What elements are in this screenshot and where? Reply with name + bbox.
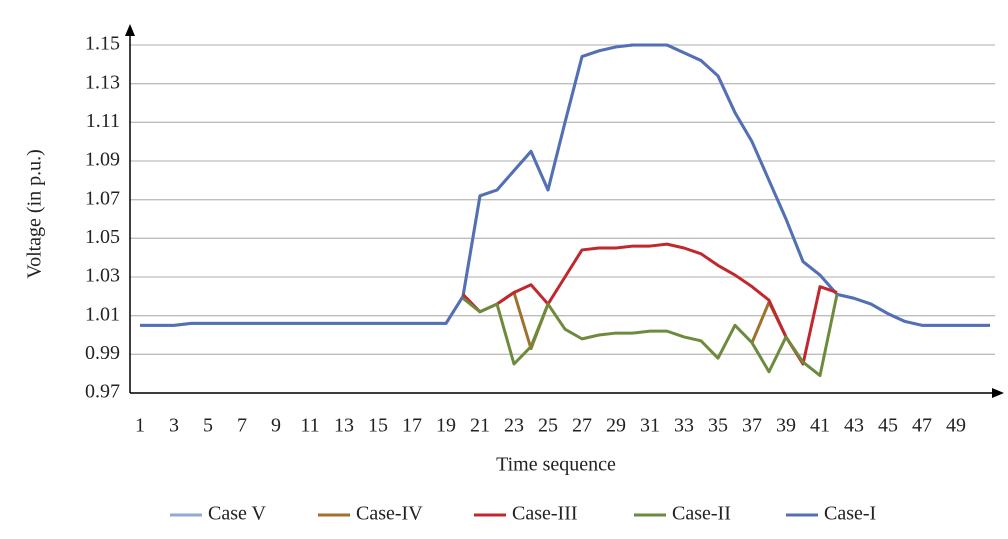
series-line: [140, 43, 990, 327]
y-tick-label: 1.09: [85, 149, 120, 171]
y-tick-label: 1.05: [85, 226, 120, 248]
y-tick-label: 0.97: [85, 381, 120, 403]
y-axis-label: Voltage (in p.u.): [24, 149, 46, 279]
legend-label: Case-I: [824, 503, 876, 525]
x-axis-arrow: [992, 388, 1004, 398]
legend-label: Case V: [208, 503, 267, 525]
x-tick-label: 9: [271, 415, 281, 437]
x-tick-label: 21: [470, 415, 490, 437]
x-tick-label: 41: [810, 415, 830, 437]
series-line: [462, 294, 839, 378]
x-tick-label: 45: [878, 415, 898, 437]
x-tick-label: 35: [708, 415, 728, 437]
x-tick-label: 15: [368, 415, 388, 437]
y-tick-label: 1.01: [85, 303, 120, 325]
y-tick-label: 1.03: [85, 265, 120, 287]
plot: 0.97 0.99 1.01 1.03 1.05 1.07 1.09 1.11 1.13 1.15…: [85, 24, 1004, 437]
x-axis-label: Time sequence: [496, 454, 616, 476]
legend-label: Case-III: [512, 503, 578, 525]
x-tick-label: 5: [203, 415, 213, 437]
legend-label: Case-II: [672, 503, 731, 525]
series-line: [140, 43, 990, 327]
y-tick-label: 1.15: [85, 33, 120, 55]
x-tick-label: 29: [606, 415, 626, 437]
x-tick-label: 3: [169, 415, 179, 437]
x-tick-label: 39: [776, 415, 796, 437]
x-tick-label: 7: [237, 415, 247, 437]
x-tick-label: 25: [538, 415, 558, 437]
legend: Case V Case-IV Case-III Case-II Case-I: [170, 503, 876, 525]
x-tick-label: 11: [300, 415, 319, 437]
y-axis-arrow: [125, 24, 135, 36]
y-tick-label: 1.07: [85, 187, 120, 209]
x-tick-label: 47: [912, 415, 932, 437]
x-tick-label: 43: [844, 415, 864, 437]
x-tick-label: 37: [742, 415, 762, 437]
y-tick-label: 1.13: [85, 71, 120, 93]
x-tick-label: 27: [572, 415, 592, 437]
x-tick-label: 31: [640, 415, 660, 437]
x-tick-label: 23: [504, 415, 524, 437]
x-tick-label: 19: [436, 415, 456, 437]
legend-label: Case-IV: [356, 503, 423, 525]
x-tick-label: 1: [135, 415, 145, 437]
x-tick-label: 49: [946, 415, 966, 437]
y-tick-label: 1.11: [86, 110, 120, 132]
y-tick-label: 0.99: [85, 342, 120, 364]
x-tick-label: 13: [334, 415, 354, 437]
x-tick-label: 17: [402, 415, 422, 437]
series-line: [461, 242, 838, 366]
x-tick-label: 33: [674, 415, 694, 437]
